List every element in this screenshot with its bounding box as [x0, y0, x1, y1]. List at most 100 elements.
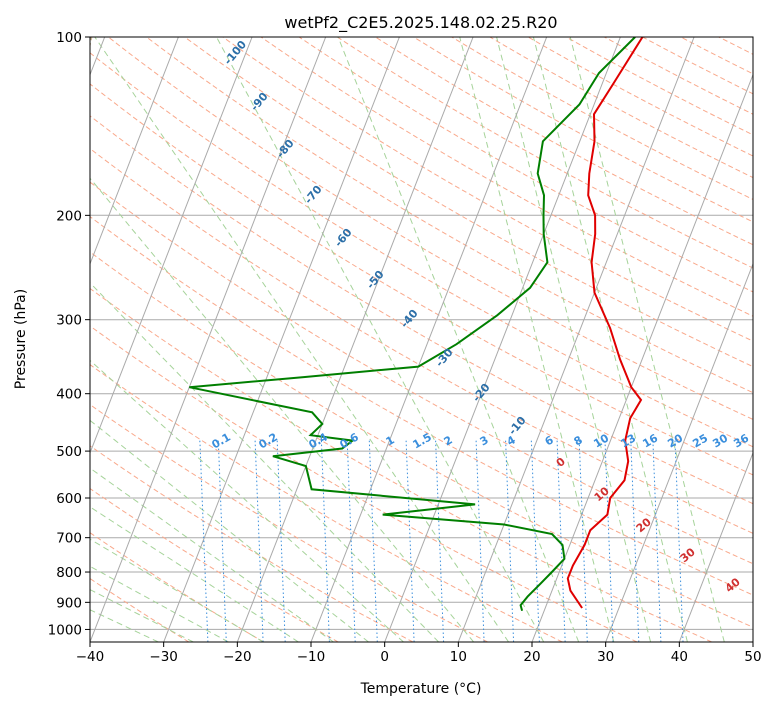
- x-axis-label: Temperature (°C): [360, 681, 482, 697]
- dry-adiabat-label: -30: [433, 346, 456, 370]
- dry-adiabat-label: -60: [332, 226, 355, 250]
- isotherm-line: [311, 37, 547, 642]
- moist-adiabat-line: [338, 37, 579, 642]
- mixing-ratio-label: 25: [690, 432, 710, 451]
- mixing-ratio-label: 2: [442, 433, 455, 448]
- data-lines: [189, 37, 642, 611]
- dry-adiabat-line: [0, 37, 637, 642]
- mixing-ratio-line: [531, 441, 539, 642]
- background-lines: [0, 37, 775, 642]
- mixing-ratio-label: 8: [572, 433, 585, 448]
- isotherm-line: [16, 37, 252, 642]
- mixing-ratio-label: 0.6: [338, 430, 362, 451]
- moist-adiabat-line: [95, 37, 509, 642]
- dry-adiabat-line: [0, 37, 488, 642]
- mixing-ratio-line: [200, 441, 208, 642]
- mixing-ratio-label: 1: [384, 433, 397, 448]
- mixing-ratio-line: [476, 441, 484, 642]
- dry-adiabat-line: [0, 37, 338, 642]
- dry-adiabat-line: [0, 37, 413, 642]
- mixing-ratio-label: 6: [543, 433, 556, 448]
- moist-adiabat-label: 30: [678, 545, 698, 565]
- y-tick-label: 700: [56, 531, 82, 547]
- dry-adiabat-label: -50: [364, 268, 387, 292]
- isotherm-line: [532, 37, 768, 642]
- y-tick-label: 800: [56, 565, 82, 581]
- moist-adiabat-line: [0, 37, 228, 642]
- isotherm-line: [90, 37, 326, 642]
- y-tick-label: 300: [56, 313, 82, 329]
- dry-adiabat-line: [719, 37, 775, 642]
- x-tick-label: −40: [76, 649, 105, 665]
- dry-adiabat-line: [681, 37, 775, 642]
- x-tick-label: 30: [597, 649, 614, 665]
- mixing-ratio-line: [506, 441, 514, 642]
- dry-adiabat-line: [70, 37, 775, 642]
- moist-adiabat-line: [0, 37, 334, 642]
- mixing-ratio-line: [631, 441, 639, 642]
- mixing-ratio-line: [347, 441, 355, 642]
- y-tick-label: 200: [56, 208, 82, 224]
- moist-adiabat-line: [0, 37, 474, 642]
- y-tick-label: 400: [56, 387, 82, 403]
- y-tick-label: 600: [56, 491, 82, 507]
- mixing-ratio-line: [218, 441, 226, 642]
- y-axis-label: Pressure (hPa): [13, 289, 29, 389]
- moist-adiabat-label: 20: [634, 515, 654, 535]
- mixing-ratio-label: 36: [731, 431, 751, 450]
- y-tick-label: 900: [56, 595, 82, 611]
- moist-adiabat-line: [217, 37, 544, 642]
- moist-adiabat-line: [0, 37, 439, 642]
- isotherm-line: [237, 37, 473, 642]
- moist-adiabat-label: 40: [723, 575, 743, 595]
- mixing-ratio-label: 0.1: [210, 430, 233, 451]
- mixing-ratio-label: 16: [640, 431, 660, 450]
- y-tick-label: 1000: [48, 622, 82, 638]
- y-tick-label: 100: [56, 30, 82, 46]
- mixing-ratio-label: 30: [710, 431, 730, 450]
- dry-adiabat-line: [757, 37, 775, 642]
- dry-adiabat-line: [261, 37, 775, 642]
- x-tick-label: −30: [149, 649, 178, 665]
- moist-adiabat-line: [0, 37, 404, 642]
- x-tick-label: 40: [671, 649, 688, 665]
- mixing-ratio-line: [255, 441, 263, 642]
- y-axis-ticks: 100 200 300 400 500 600 700 800 900 1000: [48, 30, 90, 638]
- moist-adiabat-line: [460, 37, 614, 642]
- dry-adiabat-line: [147, 37, 775, 642]
- y-tick-label: 500: [56, 444, 82, 460]
- mixing-ratio-label: 0.2: [257, 430, 280, 451]
- x-axis-ticks: −40 −30 −20 −10 0 10 20 30 40 50: [76, 642, 762, 665]
- dry-adiabat-label: -90: [248, 90, 271, 114]
- x-tick-label: −10: [297, 649, 326, 665]
- isotherm-line: [385, 37, 621, 642]
- chart-title: wetPf2_C2E5.2025.148.02.25.R20: [284, 13, 557, 33]
- dry-adiabat-line: [566, 37, 775, 642]
- x-tick-label: 20: [523, 649, 540, 665]
- x-tick-label: 10: [450, 649, 467, 665]
- mixing-ratio-line: [675, 441, 683, 642]
- moist-adiabat-label: 0: [554, 455, 568, 470]
- x-tick-label: 50: [744, 649, 761, 665]
- mixing-ratio-line: [406, 441, 414, 642]
- mixing-ratio-label: 3: [478, 433, 491, 448]
- dry-adiabat-label: -20: [470, 381, 493, 405]
- isotherm-line: [458, 37, 694, 642]
- moist-adiabat-line: [0, 37, 298, 642]
- dry-adiabat-line: [643, 37, 775, 642]
- mixing-ratio-line: [277, 441, 285, 642]
- mixing-ratio-label: 20: [665, 431, 685, 450]
- x-tick-label: −20: [223, 649, 252, 665]
- isotherm-line: [164, 37, 400, 642]
- isotherm-line: [753, 37, 775, 642]
- dry-adiabat-label: -100: [221, 38, 249, 68]
- mixing-ratio-line: [653, 441, 661, 642]
- x-tick-label: 0: [380, 649, 389, 665]
- dry-adiabat-label: -40: [398, 307, 421, 331]
- dry-adiabat-line: [528, 37, 775, 642]
- mixing-ratio-label: 1.5: [411, 430, 434, 451]
- dry-adiabat-line: [0, 37, 712, 642]
- moist-adiabat-line: [497, 37, 651, 642]
